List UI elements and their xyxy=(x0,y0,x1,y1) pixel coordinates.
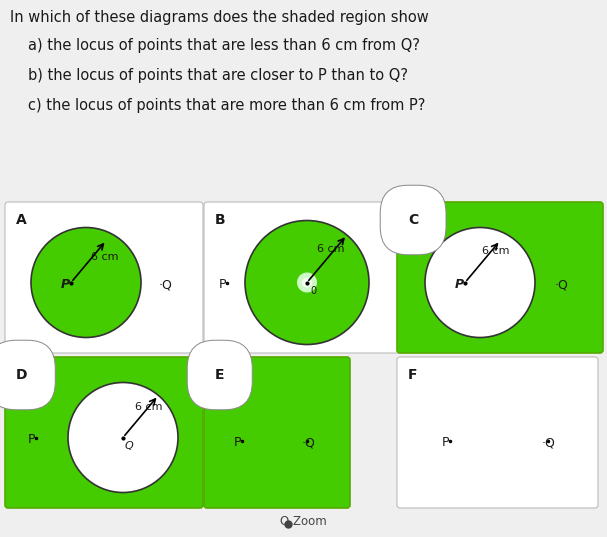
Text: 6 cm: 6 cm xyxy=(135,402,163,411)
Circle shape xyxy=(245,221,369,345)
FancyBboxPatch shape xyxy=(397,202,603,353)
Text: A: A xyxy=(16,213,27,227)
Text: Q Zoom: Q Zoom xyxy=(280,514,327,527)
Circle shape xyxy=(297,272,317,293)
FancyBboxPatch shape xyxy=(204,357,350,508)
Text: 6 cm: 6 cm xyxy=(317,244,345,255)
Text: ·Q: ·Q xyxy=(302,436,316,449)
Circle shape xyxy=(31,228,141,337)
FancyBboxPatch shape xyxy=(204,202,400,353)
Text: P: P xyxy=(455,278,464,291)
Text: Q: Q xyxy=(125,440,134,451)
Text: E: E xyxy=(215,368,225,382)
Text: P·: P· xyxy=(442,436,453,449)
Circle shape xyxy=(68,382,178,492)
Text: b) the locus of points that are closer to P than to Q?: b) the locus of points that are closer t… xyxy=(28,68,408,83)
Text: In which of these diagrams does the shaded region show: In which of these diagrams does the shad… xyxy=(10,10,429,25)
Text: c) the locus of points that are more than 6 cm from P?: c) the locus of points that are more tha… xyxy=(28,98,426,113)
Text: a) the locus of points that are less than 6 cm from Q?: a) the locus of points that are less tha… xyxy=(28,38,420,53)
Text: 0: 0 xyxy=(310,286,316,295)
Circle shape xyxy=(425,228,535,337)
Text: C: C xyxy=(408,213,418,227)
Text: B: B xyxy=(215,213,226,227)
Text: P: P xyxy=(61,278,70,291)
Text: 6 cm: 6 cm xyxy=(482,246,509,257)
FancyBboxPatch shape xyxy=(5,357,203,508)
Text: ·Q: ·Q xyxy=(159,278,173,291)
Text: P·: P· xyxy=(28,433,39,446)
Text: ·Q: ·Q xyxy=(555,278,569,291)
Text: 6 cm: 6 cm xyxy=(91,252,118,263)
Text: ·Q: ·Q xyxy=(542,436,556,449)
Text: D: D xyxy=(16,368,27,382)
FancyBboxPatch shape xyxy=(397,357,598,508)
Text: F: F xyxy=(408,368,418,382)
Circle shape xyxy=(302,278,312,287)
Text: P·: P· xyxy=(219,278,231,291)
Text: P·: P· xyxy=(234,436,245,449)
FancyBboxPatch shape xyxy=(5,202,203,353)
